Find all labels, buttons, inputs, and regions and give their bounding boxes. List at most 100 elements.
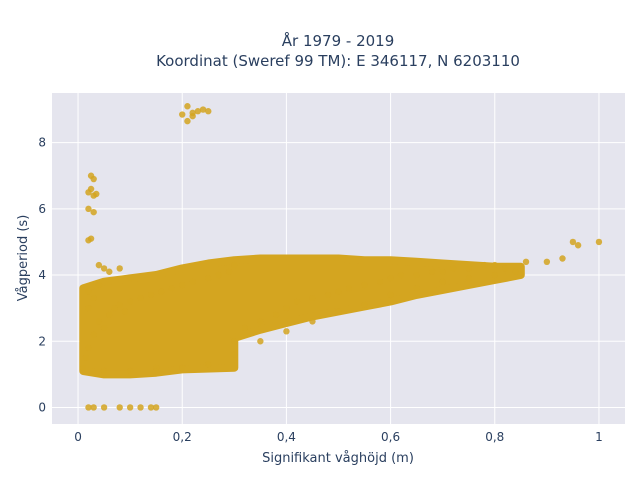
data-point <box>116 265 123 272</box>
data-point <box>225 268 233 275</box>
data-point <box>574 242 582 249</box>
data-point <box>116 404 123 411</box>
data-point <box>126 298 134 305</box>
x-tick-label: 0,8 <box>485 430 504 444</box>
data-point <box>199 106 207 113</box>
data-point <box>449 265 457 272</box>
data-point <box>85 288 92 295</box>
data-point <box>512 268 519 275</box>
data-point <box>397 271 405 279</box>
data-point <box>559 255 566 262</box>
data-point <box>491 271 498 279</box>
data-point <box>90 404 97 411</box>
data-point <box>283 328 290 335</box>
data-point <box>95 318 103 325</box>
data-point <box>272 311 280 318</box>
data-point <box>85 205 92 213</box>
data-point <box>335 288 342 295</box>
x-tick-label: 0 <box>74 430 82 444</box>
data-point <box>90 295 97 302</box>
data-point <box>126 404 134 411</box>
data-point <box>439 278 446 285</box>
data-point <box>376 278 384 285</box>
data-point <box>179 364 186 371</box>
data-point <box>147 404 155 411</box>
data-point <box>231 338 238 345</box>
y-tick-label: 2 <box>38 334 46 348</box>
data-point <box>126 367 134 375</box>
data-point <box>137 295 144 302</box>
y-tick-label: 6 <box>38 202 46 216</box>
data-point <box>179 281 186 289</box>
data-point <box>501 265 509 272</box>
data-point <box>309 295 316 302</box>
x-tick-label: 0,6 <box>381 430 400 444</box>
data-point <box>465 265 472 272</box>
y-tick-label: 4 <box>38 268 46 282</box>
data-point <box>465 275 472 282</box>
data-point <box>189 112 196 120</box>
data-point <box>283 304 290 312</box>
data-point <box>106 311 113 318</box>
data-point <box>413 285 420 292</box>
data-point <box>439 268 446 275</box>
data-point <box>111 304 118 312</box>
data-point <box>231 351 238 358</box>
data-point <box>87 185 95 193</box>
x-tick-label: 0,4 <box>277 430 296 444</box>
data-point <box>106 268 113 275</box>
data-point <box>345 285 353 292</box>
data-point <box>335 308 342 315</box>
data-point <box>595 238 603 246</box>
data-point <box>85 237 92 244</box>
y-axis-label: Vågperiod (s) <box>16 215 31 302</box>
x-tick-label: 0,2 <box>173 430 192 444</box>
data-point <box>158 288 165 295</box>
data-point <box>179 111 186 118</box>
data-point <box>231 261 238 269</box>
data-point <box>152 364 160 371</box>
data-point <box>100 367 108 375</box>
data-point <box>90 331 97 338</box>
data-point <box>543 258 551 266</box>
data-point <box>569 238 577 246</box>
data-point <box>205 108 212 115</box>
y-tick-label: 8 <box>38 136 46 150</box>
data-point <box>82 354 90 361</box>
data-point <box>100 404 108 411</box>
data-point <box>95 281 103 289</box>
data-point <box>137 404 144 411</box>
data-point <box>491 261 498 269</box>
y-tick-label: 0 <box>38 400 46 414</box>
data-points <box>80 103 603 411</box>
data-point <box>215 271 222 279</box>
data-point <box>95 261 103 269</box>
data-point <box>121 308 129 315</box>
data-point <box>184 103 191 110</box>
data-point <box>293 298 301 305</box>
data-point <box>152 404 160 411</box>
data-point <box>241 324 248 332</box>
data-point <box>184 117 191 125</box>
data-point <box>205 275 212 282</box>
data-point <box>90 175 97 183</box>
chart-title-line-1: År 1979 - 2019 <box>282 31 395 50</box>
x-axis-label: Signifikant våghöjd (m) <box>262 451 414 466</box>
data-point <box>413 271 420 279</box>
data-point <box>85 304 92 312</box>
data-point <box>100 265 108 272</box>
data-point <box>93 190 100 198</box>
x-tick-label: 1 <box>595 430 603 444</box>
data-point <box>126 275 134 282</box>
data-point <box>85 404 92 411</box>
data-point <box>361 281 368 289</box>
dense-point-cloud <box>79 254 525 379</box>
data-point <box>481 261 488 269</box>
data-point <box>147 291 155 299</box>
data-point <box>257 338 264 345</box>
chart-title-line-2: Koordinat (Sweref 99 TM): E 346117, N 62… <box>156 52 520 70</box>
data-point <box>194 108 202 115</box>
data-point <box>387 291 394 299</box>
